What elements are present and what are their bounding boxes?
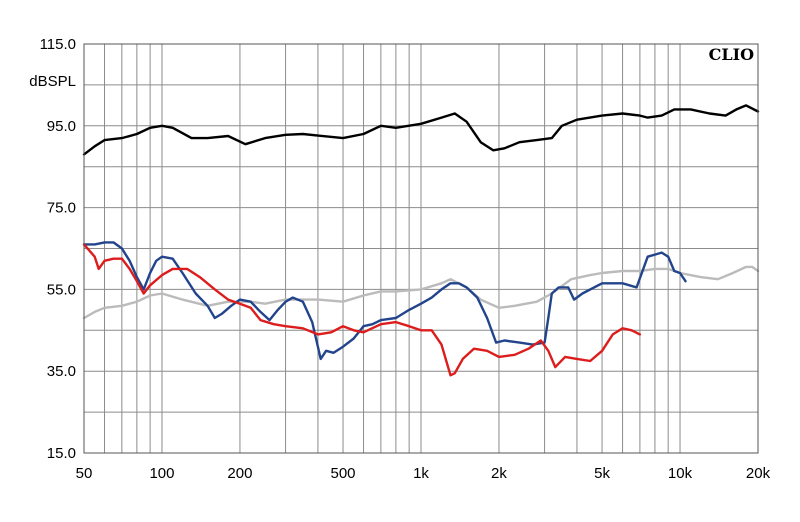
- y-tick-label: 115.0: [40, 36, 76, 53]
- y-tick-label: 95.0: [47, 118, 76, 135]
- x-tick-label: 200: [227, 465, 252, 482]
- series-line-3: [82, 241, 687, 361]
- series-line-4: [82, 243, 642, 377]
- tick-labels: 50 100 200 500 1k 2k 5k 10k 20k 115.0 95.0 75.0 55.0…: [40, 36, 771, 482]
- grid-lines: [84, 44, 758, 453]
- x-tick-label: 10k: [668, 465, 693, 482]
- x-tick-label: 1k: [413, 465, 429, 482]
- series-line-1: [82, 104, 760, 156]
- y-tick-label: 15.0: [47, 445, 76, 462]
- y-tick-label: 35.0: [47, 363, 76, 380]
- plot-frame: [83, 43, 759, 454]
- series-layer: [82, 104, 760, 377]
- y-tick-label: 75.0: [47, 200, 76, 217]
- series-line-2: [82, 265, 760, 320]
- x-tick-label: 500: [331, 465, 356, 482]
- x-tick-label: 5k: [594, 465, 610, 482]
- x-tick-label: 50: [76, 465, 93, 482]
- y-axis-unit-label: dBSPL: [29, 73, 76, 90]
- clio-brand-label: CLIO: [709, 45, 754, 64]
- y-tick-label: 55.0: [47, 281, 76, 298]
- x-tick-label: 100: [149, 465, 174, 482]
- x-tick-label: 2k: [491, 465, 507, 482]
- x-tick-label: 20k: [746, 465, 771, 482]
